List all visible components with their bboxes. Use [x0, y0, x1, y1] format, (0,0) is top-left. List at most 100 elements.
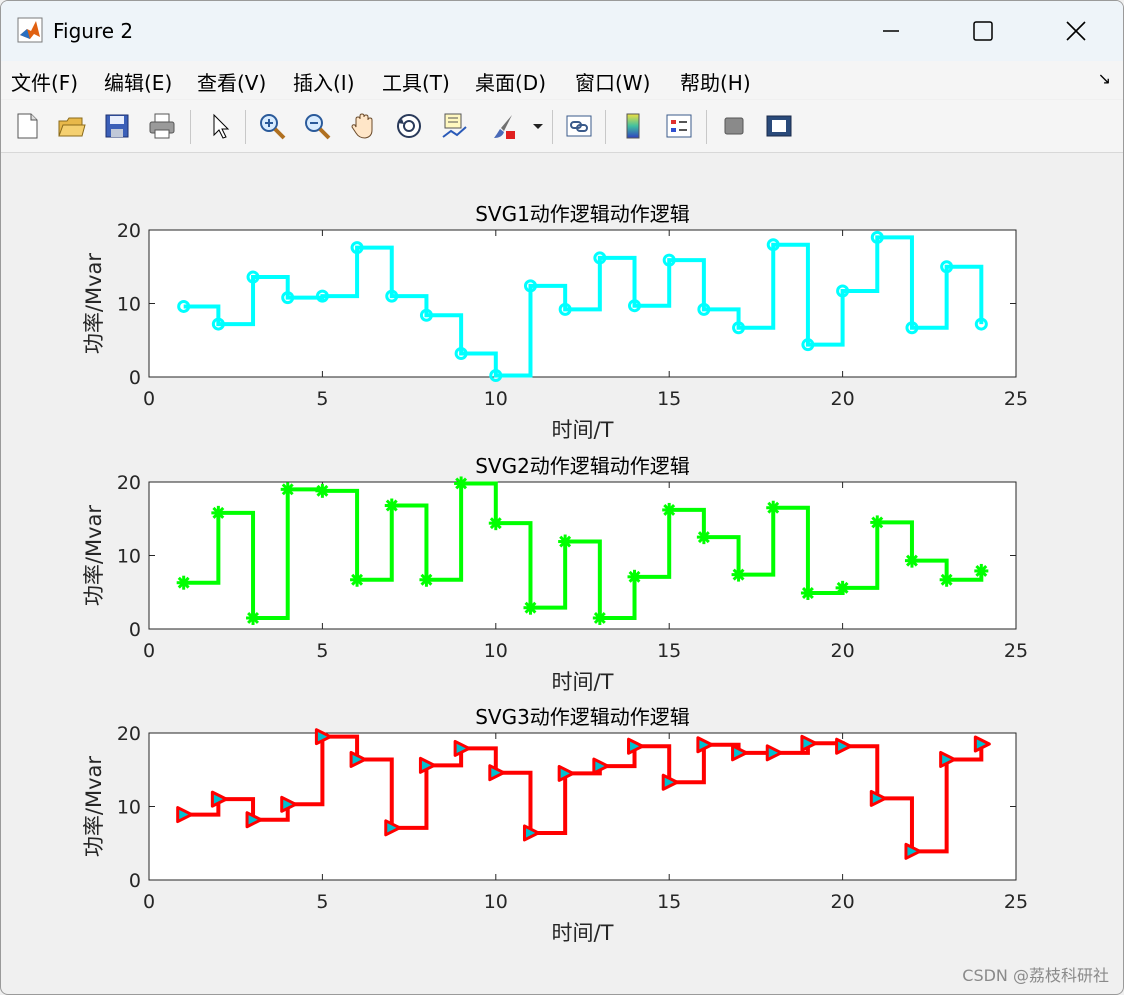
y-tick-label: 10 [117, 797, 141, 819]
pointer-icon[interactable] [201, 108, 237, 144]
data-point [627, 737, 645, 755]
menu-bar: 文件(F) 编辑(E) 查看(V) 插入(I) 工具(T) 桌面(D) 窗口(W… [1, 61, 1123, 99]
x-tick-label: 10 [484, 891, 508, 913]
data-cursor-icon[interactable] [436, 108, 472, 144]
x-tick-label: 10 [484, 640, 508, 662]
open-folder-icon[interactable] [53, 108, 89, 144]
legend-icon[interactable] [661, 108, 697, 144]
menu-window[interactable]: 窗口(W) [575, 71, 651, 95]
x-tick-label: 25 [1004, 891, 1028, 913]
series-line [183, 734, 984, 854]
toolbar-separator [706, 110, 707, 144]
print-icon[interactable] [144, 108, 180, 144]
y-tick-label: 10 [117, 294, 141, 316]
colorbar-icon[interactable] [615, 108, 651, 144]
data-point [800, 585, 815, 600]
data-point [384, 819, 402, 837]
y-tick-label: 20 [117, 723, 141, 745]
data-point [176, 575, 191, 590]
x-tick-label: 20 [831, 891, 855, 913]
chart-title: SVG3动作逻辑动作逻辑 [475, 705, 690, 729]
close-icon [1066, 21, 1086, 41]
data-point [315, 483, 330, 498]
menu-view[interactable]: 查看(V) [197, 71, 267, 95]
data-point [280, 795, 298, 813]
menu-file[interactable]: 文件(F) [11, 71, 79, 95]
menu-help[interactable]: 帮助(H) [680, 71, 751, 95]
x-tick-label: 15 [657, 388, 681, 410]
show-plot-tools-icon[interactable] [761, 108, 797, 144]
minimize-button[interactable] [861, 11, 921, 51]
zoom-in-icon[interactable] [254, 108, 290, 144]
data-point [245, 811, 263, 829]
menu-desktop[interactable]: 桌面(D) [475, 71, 547, 95]
data-point [904, 842, 922, 860]
x-tick-label: 20 [831, 388, 855, 410]
data-point [732, 321, 746, 335]
y-tick-label: 10 [117, 546, 141, 568]
toolbar-separator [245, 110, 246, 144]
data-point [558, 534, 573, 549]
save-icon[interactable] [99, 108, 135, 144]
new-file-icon[interactable] [9, 108, 45, 144]
brush-dropdown-icon[interactable] [527, 108, 549, 144]
data-point [210, 790, 228, 808]
y-tick-label: 0 [129, 870, 141, 892]
data-point [453, 739, 471, 757]
data-point [315, 289, 329, 303]
pan-hand-icon[interactable] [345, 108, 381, 144]
menu-insert[interactable]: 插入(I) [293, 71, 355, 95]
data-point [350, 572, 365, 587]
data-point [349, 750, 367, 768]
dock-arrow-icon[interactable]: ↘ [1097, 69, 1111, 88]
data-point [211, 317, 225, 331]
toolbar [1, 100, 1123, 153]
data-point [384, 498, 399, 513]
data-point [904, 553, 919, 568]
menu-edit[interactable]: 编辑(E) [104, 71, 173, 95]
toolbar-separator [605, 110, 606, 144]
data-point [350, 241, 364, 255]
rotate-3d-icon[interactable] [391, 108, 427, 144]
minimize-icon [883, 30, 899, 32]
zoom-out-icon[interactable] [299, 108, 335, 144]
data-point [557, 764, 575, 782]
data-point [418, 756, 436, 774]
x-tick-label: 0 [143, 640, 155, 662]
data-point [973, 735, 991, 753]
x-axis-label: 时间/T [552, 670, 614, 694]
data-point [801, 338, 815, 352]
x-tick-label: 0 [143, 388, 155, 410]
data-point [661, 773, 679, 791]
data-point [558, 302, 572, 316]
data-point [592, 757, 610, 775]
window-title: Figure 2 [53, 19, 134, 43]
title-bar: Figure 2 [1, 1, 1123, 61]
x-tick-label: 10 [484, 388, 508, 410]
data-point [974, 563, 989, 578]
x-axis-label: 时间/T [552, 418, 614, 442]
x-tick-label: 25 [1004, 388, 1028, 410]
y-tick-label: 0 [129, 619, 141, 641]
data-point [593, 251, 607, 265]
data-point [281, 291, 295, 305]
menu-tools[interactable]: 工具(T) [382, 71, 450, 95]
close-button[interactable] [1046, 11, 1106, 51]
data-point [939, 572, 954, 587]
brush-icon[interactable] [485, 108, 521, 144]
link-plot-icon[interactable] [561, 108, 597, 144]
hide-plot-tools-icon[interactable] [716, 108, 752, 144]
data-point [488, 516, 503, 531]
data-point [419, 572, 434, 587]
data-point [731, 567, 746, 582]
data-point [211, 505, 226, 520]
data-point [176, 806, 194, 824]
x-axis-label: 时间/T [552, 921, 614, 945]
matlab-logo-icon [17, 17, 43, 43]
maximize-button[interactable] [953, 11, 1013, 51]
watermark: CSDN @荔枝科研社 [962, 966, 1109, 985]
